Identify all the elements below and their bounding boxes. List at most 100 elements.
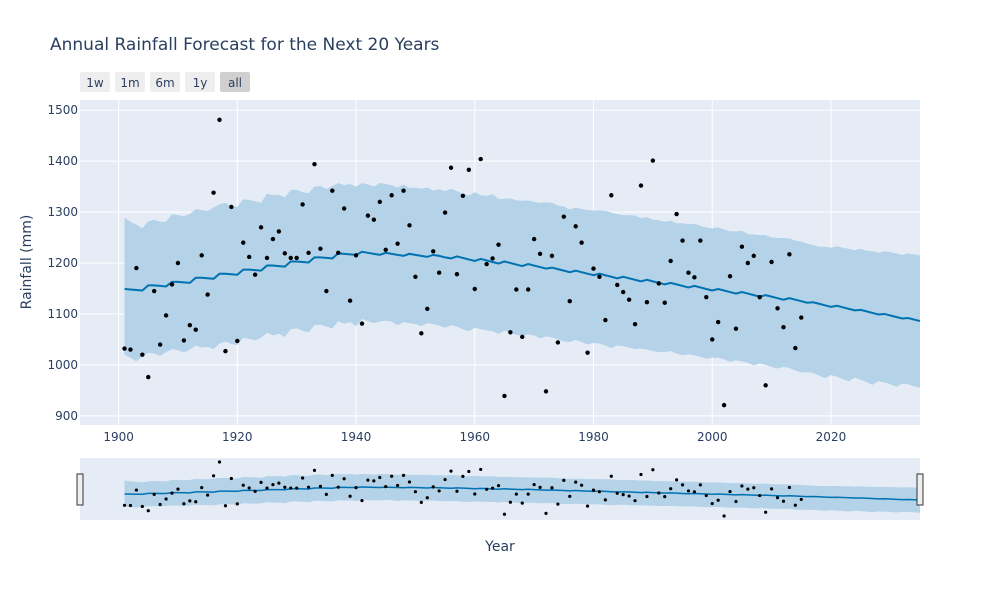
observed-point[interactable] [525,287,531,292]
observed-point[interactable] [246,254,252,260]
observed-point[interactable] [306,250,311,256]
observed-point[interactable] [425,306,430,312]
observed-point[interactable] [152,288,157,294]
observed-point[interactable] [668,258,673,264]
observed-point[interactable] [413,274,418,279]
observed-point[interactable] [140,352,145,357]
observed-point[interactable] [496,242,501,247]
observed-point[interactable] [591,266,596,271]
observed-point[interactable] [223,348,228,354]
observed-point[interactable] [787,252,792,257]
observed-point[interactable] [258,225,264,230]
observed-point[interactable] [549,253,555,259]
observed-point[interactable] [187,322,193,328]
observed-point[interactable] [134,265,139,271]
observed-point[interactable] [276,229,282,234]
observed-point[interactable] [745,260,751,266]
observed-point[interactable] [377,199,382,205]
observed-point[interactable] [252,272,258,277]
observed-point[interactable] [715,319,721,325]
observed-point[interactable] [395,241,400,246]
observed-point[interactable] [288,255,293,261]
observed-point[interactable] [294,255,299,261]
observed-point[interactable] [615,282,620,288]
observed-point[interactable] [757,294,762,300]
range-button-1w-bg[interactable] [80,72,110,92]
observed-point[interactable] [436,270,442,275]
observed-point[interactable] [531,236,537,242]
observed-point[interactable] [585,350,590,355]
observed-point[interactable] [543,389,549,394]
observed-point[interactable] [710,337,715,342]
range-button-6m[interactable]: 6m [150,72,180,92]
range-button-6m-label[interactable]: 6m [155,76,174,90]
observed-point[interactable] [401,188,406,193]
observed-point[interactable] [490,256,495,261]
observed-point[interactable] [733,326,739,331]
observed-point[interactable] [721,402,727,408]
observed-point[interactable] [698,238,703,243]
observed-point[interactable] [781,324,786,330]
observed-point[interactable] [442,210,448,215]
observed-point[interactable] [739,244,745,249]
observed-point[interactable] [466,167,472,172]
observed-point[interactable] [330,188,335,193]
range-button-1y-label[interactable]: 1y [193,76,208,90]
observed-point[interactable] [537,251,543,257]
observed-point[interactable] [211,190,216,195]
observed-point[interactable] [264,255,270,261]
observed-point[interactable] [175,260,181,266]
observed-point[interactable] [514,287,519,292]
observed-point[interactable] [626,297,632,302]
observed-point[interactable] [638,183,644,188]
observed-point[interactable] [181,338,187,343]
observed-point[interactable] [241,240,246,245]
observed-point[interactable] [508,330,513,335]
observed-point[interactable] [270,236,276,242]
observed-point[interactable] [169,282,175,287]
observed-point[interactable] [235,338,240,344]
observed-point[interactable] [620,289,626,295]
observed-point[interactable] [324,288,329,294]
observed-point[interactable] [193,327,198,332]
observed-point[interactable] [704,294,709,300]
observed-point[interactable] [341,206,347,211]
observed-point[interactable] [229,204,234,210]
observed-point[interactable] [419,331,424,336]
observed-point[interactable] [680,238,685,243]
range-slider-left-handle[interactable] [76,473,84,506]
observed-point[interactable] [603,317,608,323]
observed-point[interactable] [478,156,483,162]
observed-point[interactable] [484,261,489,267]
observed-point[interactable] [353,253,359,258]
observed-point[interactable] [359,321,365,326]
observed-point[interactable] [727,274,733,279]
observed-point[interactable] [579,240,584,245]
range-slider-right-handle[interactable] [916,473,924,506]
range-button-all-label[interactable]: all [228,76,242,90]
observed-point[interactable] [128,347,133,352]
observed-point[interactable] [686,270,691,275]
range-button-all[interactable]: all [220,72,250,92]
observed-point[interactable] [448,165,454,170]
range-button-1y-bg[interactable] [185,72,215,92]
observed-point[interactable] [555,340,561,345]
observed-point[interactable] [163,313,169,318]
observed-point[interactable] [502,393,507,399]
range-button-1m-bg[interactable] [115,72,145,92]
observed-point[interactable] [769,259,774,265]
observed-point[interactable] [520,334,525,340]
observed-point[interactable] [775,306,780,311]
observed-point[interactable] [300,202,305,207]
observed-point[interactable] [751,253,756,259]
observed-point[interactable] [389,193,394,198]
observed-point[interactable] [383,247,388,252]
observed-point[interactable] [407,223,412,228]
range-button-all-bg[interactable] [220,72,250,92]
observed-point[interactable] [763,383,768,388]
range-slider[interactable] [76,458,924,520]
observed-point[interactable] [431,249,436,254]
observed-point[interactable] [365,213,371,218]
observed-point[interactable] [282,251,288,256]
range-button-6m-bg[interactable] [150,72,180,92]
